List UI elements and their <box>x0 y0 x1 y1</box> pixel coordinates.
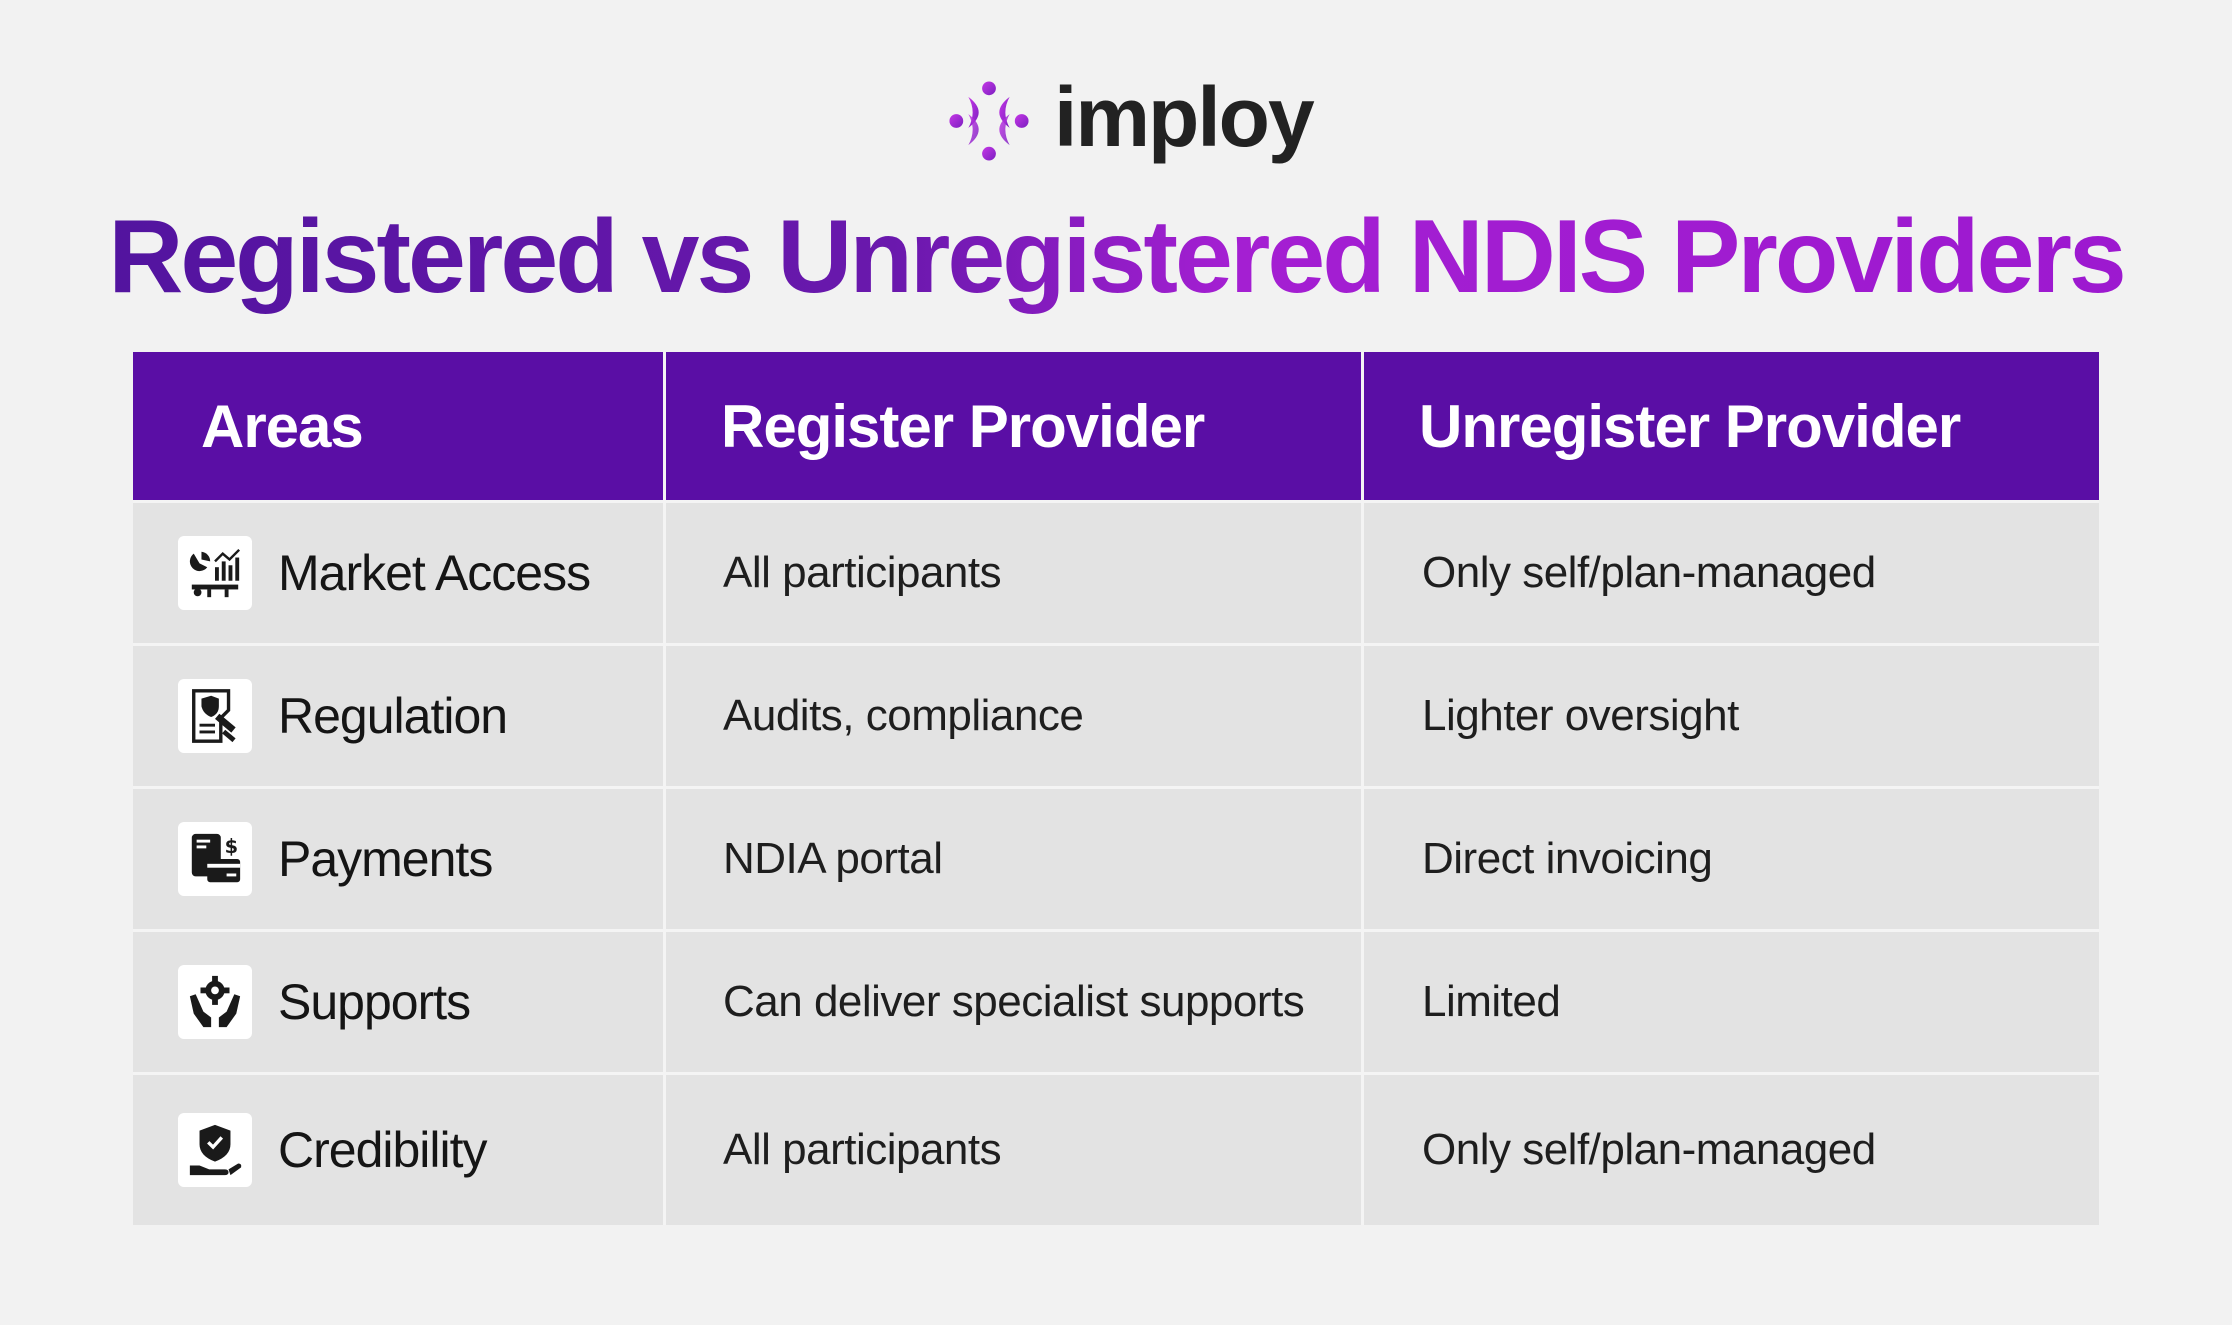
unregistered-value: Only self/plan-managed <box>1361 1075 2099 1225</box>
svg-text:$: $ <box>225 835 238 858</box>
registered-value: NDIA portal <box>663 789 1361 929</box>
area-cell: Credibility <box>133 1075 663 1225</box>
market-chart-icon <box>178 536 252 610</box>
payment-card-icon: $ <box>178 822 252 896</box>
registered-value: Audits, compliance <box>663 646 1361 786</box>
area-label: Market Access <box>278 545 591 601</box>
unregistered-value: Only self/plan-managed <box>1361 503 2099 643</box>
table-header-row: Areas Register Provider Unregister Provi… <box>133 352 2099 500</box>
area-label: Supports <box>278 974 471 1030</box>
area-cell: Market Access <box>133 503 663 643</box>
table-row: Regulation Audits, compliance Lighter ov… <box>133 643 2099 786</box>
credibility-shield-hand-icon <box>178 1113 252 1187</box>
header-unregister-provider: Unregister Provider <box>1361 352 2099 500</box>
unregistered-value: Lighter oversight <box>1361 646 2099 786</box>
table-row: Market Access All participants Only self… <box>133 500 2099 643</box>
brand-logo: imploy <box>946 70 1315 164</box>
area-label: Credibility <box>278 1122 488 1178</box>
comparison-table: Areas Register Provider Unregister Provi… <box>133 352 2099 1225</box>
area-label: Payments <box>278 831 493 887</box>
imploy-logo-icon <box>946 78 1032 164</box>
regulation-document-icon <box>178 679 252 753</box>
table-row: Credibility All participants Only self/p… <box>133 1072 2099 1225</box>
area-label: Regulation <box>278 688 508 744</box>
unregistered-value: Direct invoicing <box>1361 789 2099 929</box>
area-cell: $ Payments <box>133 789 663 929</box>
registered-value: All participants <box>663 1075 1361 1225</box>
support-hands-gear-icon <box>178 965 252 1039</box>
table-row: Supports Can deliver specialist supports… <box>133 929 2099 1072</box>
registered-value: All participants <box>663 503 1361 643</box>
unregistered-value: Limited <box>1361 932 2099 1072</box>
registered-value: Can deliver specialist supports <box>663 932 1361 1072</box>
brand-name: imploy <box>1054 70 1315 164</box>
area-cell: Regulation <box>133 646 663 786</box>
table-row: $ Payments NDIA portal Direct invoicing <box>133 786 2099 929</box>
page-title: Registered vs Unregistered NDIS Provider… <box>0 200 2232 315</box>
header-areas: Areas <box>201 392 364 460</box>
area-cell: Supports <box>133 932 663 1072</box>
header-register-provider: Register Provider <box>663 352 1361 500</box>
